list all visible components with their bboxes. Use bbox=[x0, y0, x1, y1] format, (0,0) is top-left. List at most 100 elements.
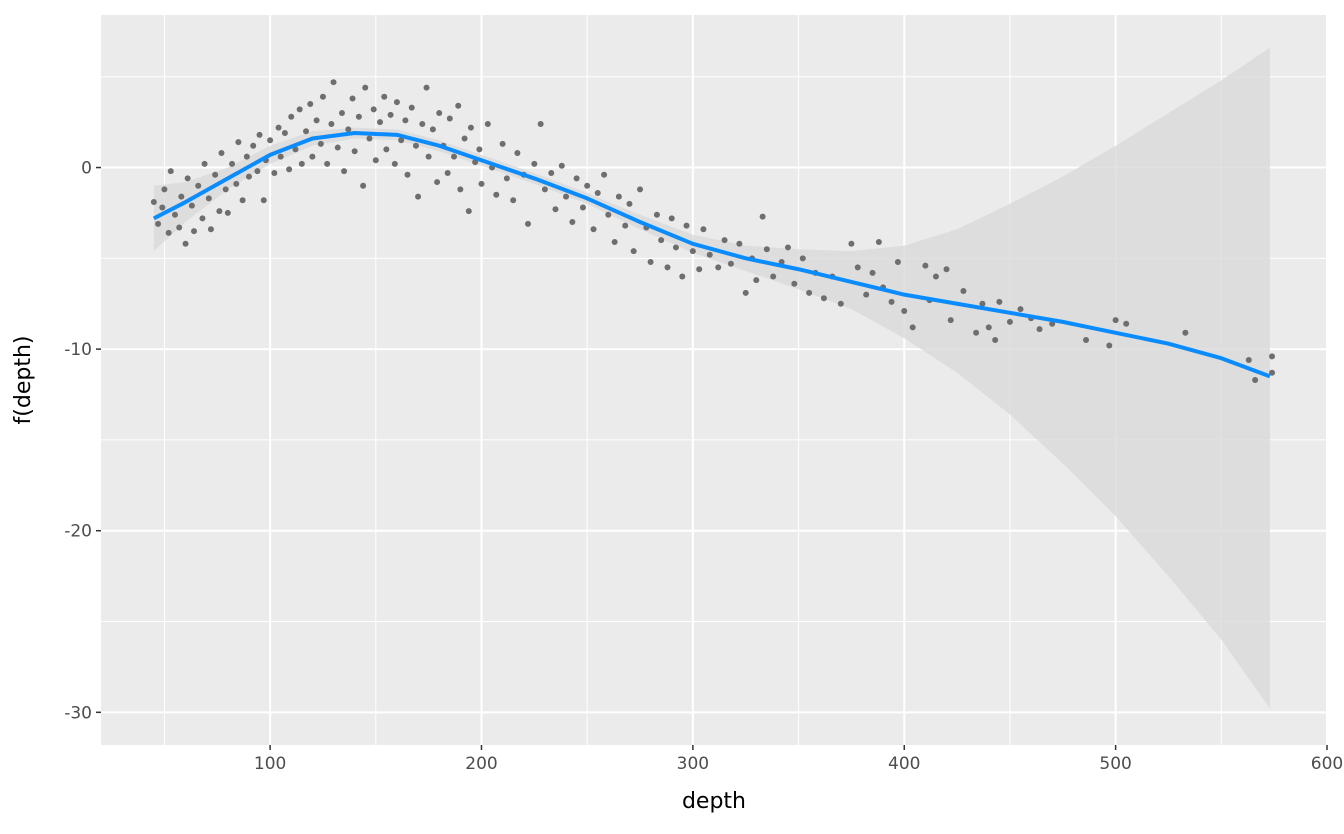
data-point bbox=[637, 186, 644, 193]
data-point bbox=[239, 197, 246, 204]
data-point bbox=[216, 208, 223, 215]
data-point bbox=[541, 186, 548, 193]
data-point bbox=[689, 248, 696, 255]
data-point bbox=[222, 186, 229, 193]
data-point bbox=[366, 135, 373, 142]
data-point bbox=[465, 208, 472, 215]
data-point bbox=[165, 229, 172, 236]
data-point bbox=[178, 193, 185, 200]
data-point bbox=[499, 140, 506, 147]
data-point bbox=[791, 280, 798, 287]
data-point bbox=[402, 117, 409, 124]
data-point bbox=[201, 160, 208, 167]
data-point bbox=[996, 298, 1003, 305]
data-point bbox=[1182, 329, 1189, 336]
data-point bbox=[979, 300, 986, 307]
x-tick-label: 200 bbox=[465, 754, 497, 774]
x-tick-label: 600 bbox=[1311, 754, 1343, 774]
data-point bbox=[875, 238, 882, 245]
data-point bbox=[451, 153, 458, 160]
data-point bbox=[510, 197, 517, 204]
data-point bbox=[1017, 306, 1024, 313]
data-point bbox=[319, 93, 326, 100]
data-point bbox=[894, 258, 901, 265]
data-point bbox=[1106, 342, 1113, 349]
data-point bbox=[277, 153, 284, 160]
data-point bbox=[605, 211, 612, 218]
data-point bbox=[763, 246, 770, 253]
data-point bbox=[909, 324, 916, 331]
data-point bbox=[303, 128, 310, 135]
data-point bbox=[345, 126, 352, 133]
data-point bbox=[296, 106, 303, 113]
x-tick-label: 500 bbox=[1099, 754, 1131, 774]
data-point bbox=[313, 117, 320, 124]
data-point bbox=[330, 79, 337, 86]
data-point bbox=[381, 93, 388, 100]
data-point bbox=[307, 100, 314, 107]
data-point bbox=[191, 228, 198, 235]
data-point bbox=[869, 269, 876, 276]
data-point bbox=[484, 120, 491, 127]
data-point bbox=[706, 251, 713, 258]
data-point bbox=[579, 204, 586, 211]
data-point bbox=[275, 124, 282, 131]
data-point bbox=[256, 131, 263, 138]
data-point bbox=[476, 146, 483, 153]
data-point bbox=[254, 168, 261, 175]
data-point bbox=[548, 169, 555, 176]
data-point bbox=[250, 142, 257, 149]
data-point bbox=[837, 300, 844, 307]
data-point bbox=[167, 168, 174, 175]
data-point bbox=[514, 150, 521, 157]
data-point bbox=[159, 204, 166, 211]
data-point bbox=[799, 255, 806, 262]
data-point bbox=[784, 244, 791, 251]
data-point bbox=[590, 226, 597, 233]
data-point bbox=[1083, 337, 1090, 344]
data-point bbox=[195, 182, 202, 189]
data-point bbox=[531, 160, 538, 167]
data-point bbox=[626, 200, 633, 207]
data-point bbox=[298, 160, 305, 167]
data-point bbox=[171, 211, 178, 218]
data-point bbox=[292, 146, 299, 153]
data-point bbox=[552, 206, 559, 213]
y-tick-label: -20 bbox=[64, 522, 92, 542]
data-point bbox=[286, 166, 293, 173]
data-point bbox=[854, 264, 861, 271]
data-point bbox=[493, 191, 500, 198]
data-point bbox=[205, 195, 212, 202]
data-point bbox=[457, 186, 464, 193]
axis-ticks: 100 200 300 400 500 600 0 -10 -20 -30 bbox=[64, 159, 1343, 774]
data-point bbox=[387, 111, 394, 118]
data-point bbox=[207, 226, 214, 233]
data-point bbox=[235, 139, 242, 146]
data-point bbox=[1269, 369, 1276, 376]
data-point bbox=[260, 197, 267, 204]
data-point bbox=[630, 248, 637, 255]
data-point bbox=[338, 110, 345, 117]
y-tick-label: 0 bbox=[81, 159, 92, 179]
data-point bbox=[281, 130, 288, 137]
data-point bbox=[243, 153, 250, 160]
y-axis-label: f(depth) bbox=[11, 336, 36, 425]
data-point bbox=[415, 193, 422, 200]
data-point bbox=[863, 291, 870, 298]
data-point bbox=[584, 182, 591, 189]
data-point bbox=[224, 209, 231, 216]
data-point bbox=[455, 102, 462, 109]
data-point bbox=[985, 324, 992, 331]
data-point bbox=[182, 240, 189, 247]
data-point bbox=[524, 220, 531, 227]
data-point bbox=[715, 264, 722, 271]
data-point bbox=[393, 99, 400, 106]
data-point bbox=[478, 180, 485, 187]
data-point bbox=[753, 277, 760, 284]
data-point bbox=[622, 222, 629, 229]
data-point bbox=[653, 211, 660, 218]
confidence-ribbon bbox=[153, 47, 1270, 709]
data-point bbox=[1245, 357, 1252, 364]
data-point bbox=[888, 298, 895, 305]
data-point bbox=[212, 171, 219, 178]
